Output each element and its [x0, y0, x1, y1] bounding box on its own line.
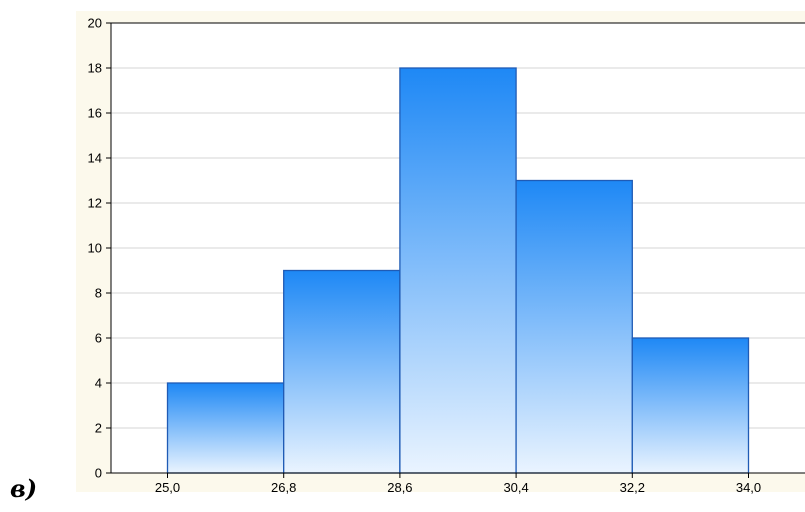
y-tick-label: 0: [95, 466, 102, 481]
x-tick-label: 30,4: [503, 480, 528, 495]
x-tick-label: 26,8: [271, 480, 296, 495]
y-tick-label: 12: [88, 196, 102, 211]
y-tick-label: 6: [95, 331, 102, 346]
y-tick-label: 2: [95, 421, 102, 436]
y-tick-label: 18: [88, 61, 102, 76]
y-tick-label: 20: [88, 16, 102, 31]
histogram-bar-4: [515, 179, 633, 474]
histogram-bar-3: [399, 67, 517, 474]
y-axis-ticks: 0 2 4 6 8 10 12 14 16 18 20: [88, 16, 111, 481]
x-tick-label: 28,6: [387, 480, 412, 495]
x-tick-label: 25,0: [155, 480, 180, 495]
panel-label: в): [10, 474, 38, 503]
y-tick-label: 16: [88, 106, 102, 121]
histogram-bar-1: [166, 382, 285, 474]
histogram-bar-2: [283, 269, 401, 474]
histogram-bars: [166, 67, 750, 474]
y-tick-label: 4: [95, 376, 102, 391]
y-tick-label: 14: [88, 151, 102, 166]
x-tick-label: 32,2: [620, 480, 645, 495]
x-tick-label: 34,0: [736, 480, 761, 495]
x-axis-ticks: 25,0 26,8 28,6 30,4 32,2 34,0: [155, 473, 761, 495]
y-tick-label: 8: [95, 286, 102, 301]
y-tick-label: 10: [88, 241, 102, 256]
histogram-bar-5: [631, 337, 750, 474]
